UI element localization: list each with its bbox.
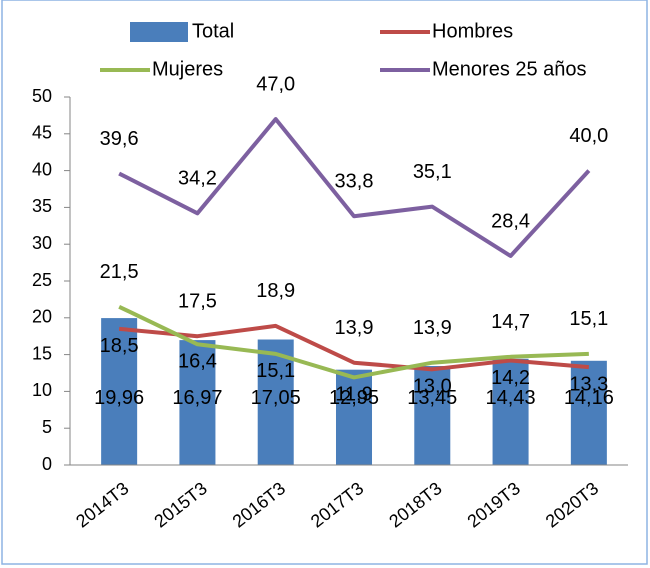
data-label: 13,9 (335, 317, 374, 339)
bar (570, 360, 607, 465)
data-label: 15,1 (256, 360, 295, 382)
legend-label: Total (192, 20, 234, 42)
x-tick-label: 2020T3 (542, 478, 602, 531)
data-label: 17,05 (251, 387, 301, 409)
legend-swatch (130, 22, 188, 42)
data-label: 18,9 (256, 280, 295, 302)
bar (335, 369, 373, 465)
bar (101, 318, 138, 465)
y-tick-label: 50 (32, 86, 52, 106)
data-label: 17,5 (178, 290, 217, 312)
x-tick-label: 2015T3 (150, 478, 210, 531)
bar (414, 366, 451, 465)
x-tick-label: 2014T3 (72, 478, 132, 531)
data-label: 13,9 (413, 317, 452, 339)
data-label: 28,4 (491, 210, 530, 232)
data-label: 35,1 (413, 161, 452, 183)
data-label: 14,43 (486, 387, 536, 409)
data-label: 13,0 (413, 376, 452, 398)
data-label: 47,0 (256, 73, 295, 95)
x-tick-label: 2018T3 (385, 478, 445, 531)
data-label: 15,1 (569, 308, 608, 330)
data-label: 11,9 (335, 384, 372, 406)
data-label: 40,0 (569, 125, 608, 147)
y-tick-label: 0 (42, 454, 52, 474)
x-tick-label: 2017T3 (307, 478, 367, 531)
data-label: 16,97 (172, 387, 222, 409)
data-label: 39,6 (100, 128, 139, 150)
y-tick-label: 35 (32, 196, 52, 216)
bar (179, 340, 216, 465)
data-label: 13,45 (407, 387, 457, 409)
data-label: 34,2 (178, 168, 217, 190)
x-tick-label: 2016T3 (229, 478, 289, 531)
data-label: 18,5 (100, 335, 139, 357)
data-label: 14,16 (564, 387, 614, 409)
data-label: 13,3 (569, 373, 608, 395)
line (118, 323, 590, 372)
data-label: 33,8 (335, 171, 374, 193)
data-label: 16,4 (178, 351, 217, 373)
y-tick-label: 45 (32, 123, 52, 143)
legend-label: Mujeres (152, 58, 223, 80)
y-tick-label: 10 (32, 380, 52, 400)
data-label: 12,95 (329, 387, 379, 409)
legend-label: Menores 25 años (432, 58, 587, 80)
legend-label: Hombres (432, 20, 513, 42)
data-label: 14,2 (491, 367, 530, 389)
y-tick-label: 25 (32, 270, 52, 290)
bar (257, 339, 294, 465)
y-tick-label: 30 (32, 233, 52, 253)
line (118, 117, 591, 258)
line (118, 304, 589, 380)
y-tick-label: 20 (32, 307, 52, 327)
x-tick-label: 2019T3 (464, 478, 524, 531)
data-label: 21,5 (100, 261, 139, 283)
bar (492, 358, 529, 465)
data-label: 19,96 (94, 387, 144, 409)
y-tick-label: 15 (32, 343, 52, 363)
data-label: 14,7 (491, 311, 530, 333)
y-tick-label: 5 (42, 417, 52, 437)
y-tick-label: 40 (32, 159, 52, 179)
